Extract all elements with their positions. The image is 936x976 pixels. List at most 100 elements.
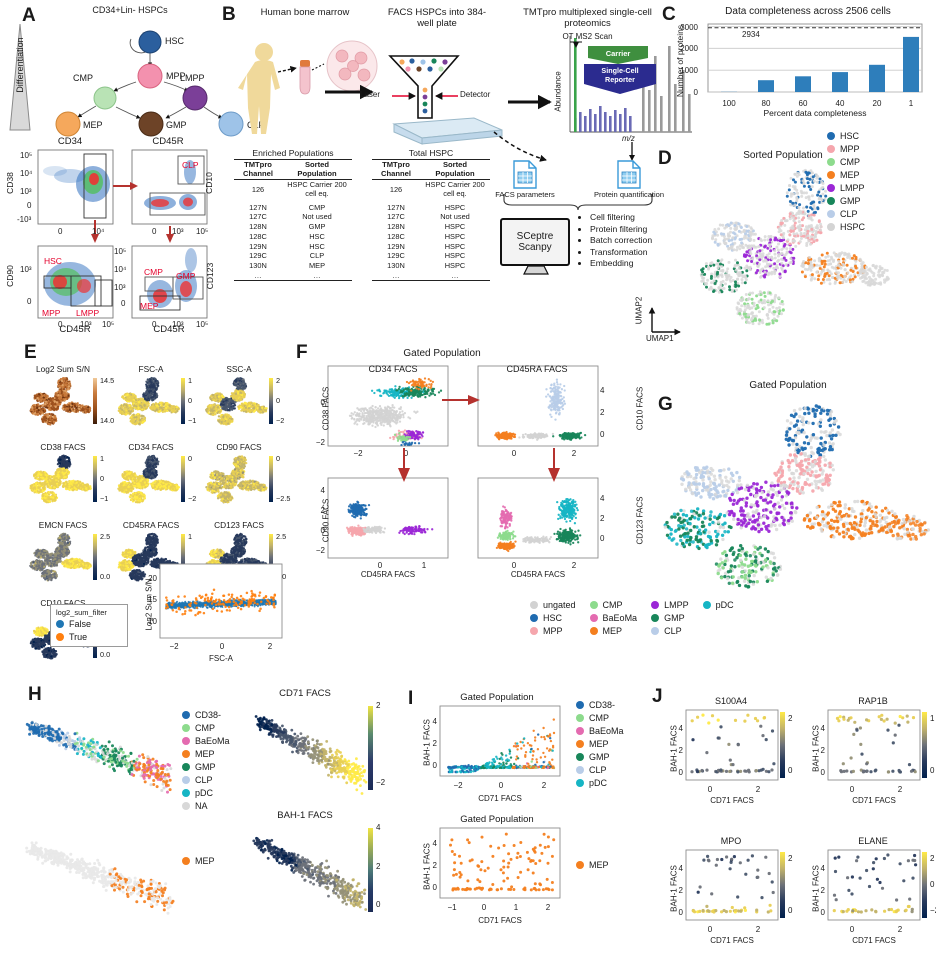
colorbar [922,852,927,918]
chart-xlabel: Percent data completeness [700,108,930,118]
feature-umap-plot [26,375,92,433]
colorbar-tick: −2 [276,416,284,425]
gated-scatter-column-title: CD34 FACS [348,364,438,374]
panel-h-letter: H [28,684,42,706]
legend-label: pDC [195,788,213,798]
legend-item: MEP [576,737,624,750]
legend-col: ungated HSC MPP [530,598,576,637]
colorbar-tick: 1 [930,714,934,723]
cell-population: HSPC [420,261,490,271]
panel-f-title: Gated Population [352,348,532,359]
legend-label: CD38- [195,710,221,720]
facs-plot-1-ylabel: CD38 [5,160,15,206]
log2-filter-legend: log2_sum_filter False True [50,604,128,647]
gene-scatter-title: S100A4 [686,696,776,706]
legend-swatch-hspc [827,223,835,231]
tmt-tables: Enriched Populations TMTpro Channel Sort… [234,148,490,281]
svg-text:LMPP: LMPP [76,308,99,318]
legend-col: CMP BaEoMa MEP [590,598,638,637]
colorbar-tick: 0.0 [100,572,110,581]
panel-d-letter: D [658,148,672,170]
gated-scatter-ylabel: CD90 FACS [322,481,331,561]
svg-text:0: 0 [694,88,699,97]
gated-scatter-ylabel: CD38 FACS [322,369,331,449]
legend-item: HSPC [827,220,865,233]
colorbar-tick: 2 [788,714,792,723]
svg-text:0: 0 [121,299,126,308]
panel-i-plot2-xlabel: CD71 FACS [440,916,560,925]
log2-vs-fsc-scatter: Log2 Sum S/N 10 15 20 −2 0 2 FSC-A [138,564,288,669]
colorbar-tick: 2.5 [276,532,286,541]
legend-swatch-lmpp [651,601,659,609]
svg-text:2000: 2000 [680,44,698,53]
panel-g: Gated Population G [620,380,936,620]
differentiation-label: Differentiation [15,25,25,105]
svg-text:-10³: -10³ [17,215,32,224]
legend-item: MPP [530,624,576,637]
legend-swatch-baeoma [590,614,598,622]
legend-swatch-mep [182,750,190,758]
legend-label: CMP [840,157,860,167]
panel-h-mep-legend: MEP [182,854,215,867]
legend-label: MPP [543,626,563,636]
facs-plot-3-xlabel: CD45R [36,324,114,335]
legend-item: CMP [827,155,865,168]
scatter-xlabel: FSC-A [160,654,282,663]
table-total-hspc: Total HSPC TMTpro Channel Sorted Populat… [372,148,490,281]
detector-label: Detector [460,90,490,99]
svg-text:60: 60 [799,99,808,108]
cell-population: HSPC [420,251,490,261]
colorbar-tick: 0 [100,474,104,483]
legend-label: BaEoMa [195,736,230,746]
legend-item: CD38- [576,698,624,711]
feature-umap-plot [114,453,180,511]
colorbar [922,712,927,778]
legend-label: CLP [840,209,858,219]
legend-swatch-mep [576,861,584,869]
legend-item: False [56,617,122,630]
gated-scatter-xlabel: CD45RA FACS [478,570,598,579]
svg-text:10⁴: 10⁴ [20,169,33,178]
legend-swatch-mpp [530,627,538,635]
colorbar [269,378,273,424]
legend-label: HSC [840,131,859,141]
colorbar-tick: 0 [930,880,934,889]
svg-text:Single-Cell: Single-Cell [601,66,638,75]
legend-label: LMPP [664,600,689,610]
legend-item: MPP [827,142,865,155]
svg-text:0: 0 [152,227,157,236]
legend-swatch-lmpp [827,184,835,192]
panel-f-legend: ungated HSC MPP CMP BaEoMa MEP LMPP GMP … [530,598,734,637]
cell-population: HSPC [420,232,490,242]
feature-umap-title: CD34 FACS [112,442,190,452]
colorbar-tick: −2 [188,494,196,503]
colorbar-tick: 0 [930,766,934,775]
umap-h-bah1 [250,824,370,924]
legend-swatch-cmp [590,601,598,609]
gene-scatter-xlabel: CD71 FACS [686,796,778,805]
scatter-ylabel: Log2 Sum S/N [145,558,154,652]
svg-text:10³: 10³ [20,265,32,274]
legend-label: CMP [603,600,623,610]
filter-legend-title: log2_sum_filter [56,608,122,617]
th-channel: TMTpro Channel [234,160,282,180]
panel-h-map1-title: CD71 FACS [250,688,360,699]
laser-label: Laser [360,90,380,99]
cell-channel: 128N [234,222,282,232]
gene-scatter-ylabel: BAH-1 FACS [812,711,821,787]
node-label-hsc: HSC [165,36,184,46]
cell-channel: 128N [372,222,420,232]
svg-text:MPP: MPP [42,308,61,318]
legend-swatch-baeoma [576,727,584,735]
colorbar-tick: 0 [276,396,280,405]
legend-label: GMP [840,196,861,206]
